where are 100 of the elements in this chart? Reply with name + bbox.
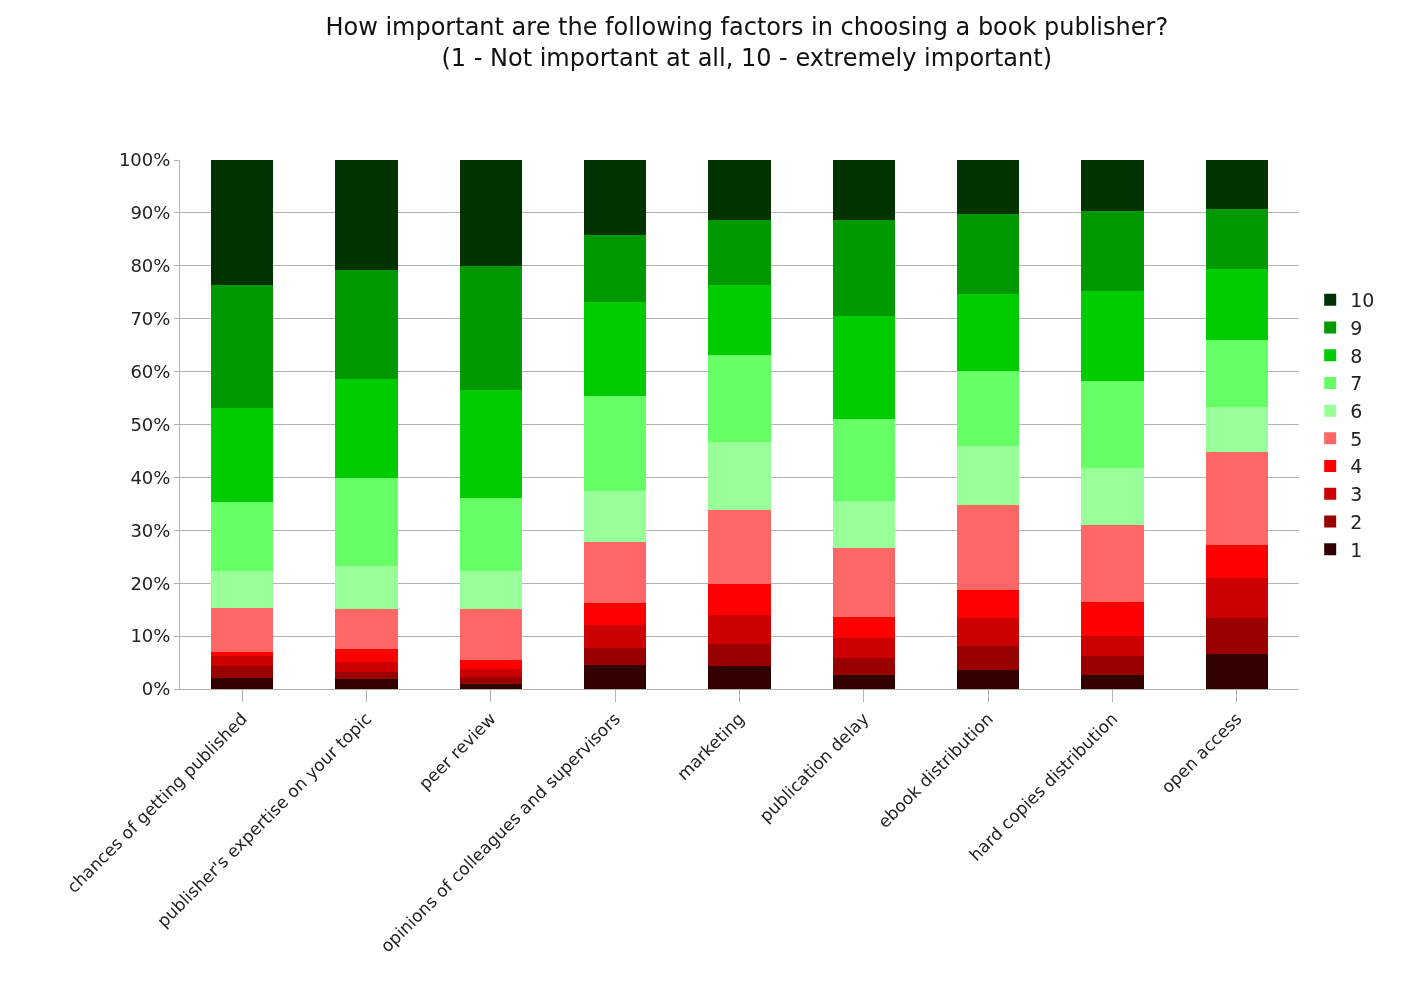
bar [335,609,398,650]
bar [211,656,274,667]
bar [957,294,1020,371]
legend-label: 3 [1350,483,1363,506]
bar [1205,209,1268,269]
bar [1081,674,1144,689]
bar [708,354,771,443]
bar [708,160,771,221]
y-tick-label: 30% [130,519,171,541]
bar [1081,525,1144,603]
bar [459,160,522,266]
bar [708,510,771,584]
bar [584,302,647,397]
bar [459,660,522,670]
bar [211,607,274,652]
bar [211,501,274,571]
bar [708,442,771,511]
y-tick-label: 20% [130,572,171,594]
bar [459,265,522,390]
legend-label: 5 [1350,427,1363,450]
bar [957,590,1020,618]
bar [211,677,274,689]
bar [1205,618,1268,654]
bar [957,370,1020,446]
bar [1081,602,1144,636]
bar [1205,340,1268,408]
bar [584,647,647,666]
bar [459,497,522,571]
bar [335,565,398,610]
legend-label: 8 [1350,344,1363,367]
bar [1081,467,1144,526]
bar [584,396,647,491]
bar [957,669,1020,689]
bar [1081,160,1144,211]
y-tick-label: 100% [118,149,171,171]
bar [832,637,895,659]
bar [459,684,522,689]
bar [1205,544,1268,579]
y-tick-label: 60% [130,360,171,382]
bar [1205,407,1268,453]
bar [335,160,398,270]
bar [832,501,895,549]
bar [584,160,647,235]
legend-label: 6 [1350,400,1363,423]
legend-label: 10 [1350,289,1375,312]
legend-label: 1 [1350,538,1363,561]
bar [957,504,1020,591]
legend-label: 4 [1350,455,1363,478]
bar [957,160,1020,215]
y-tick-label: 80% [130,255,171,277]
y-tick-label: 10% [130,625,171,647]
bar [584,541,647,604]
legend-label: 9 [1350,316,1363,339]
bar [211,666,274,678]
bar [1205,653,1268,689]
bar [459,389,522,498]
bar [1081,381,1144,468]
bar [832,675,895,689]
y-tick-label: 70% [130,308,171,329]
bar [832,316,895,420]
y-tick-label: 40% [130,466,171,488]
chart-title: How important are the following factors in choosing a book publisher? (1 - Not important at all, 10 - extremely important) [325,13,1169,73]
bar [957,617,1020,646]
bar [584,603,647,625]
bar [211,160,274,286]
bar [584,490,647,542]
bar [459,570,522,610]
bar [335,672,398,679]
bar [708,614,771,645]
bar [708,220,771,286]
bar [584,624,647,648]
legend-label: 7 [1350,372,1363,395]
bar [832,220,895,317]
y-tick-label: 50% [130,413,171,435]
bar [1205,160,1268,210]
bar [1205,578,1268,619]
bar [335,678,398,689]
y-tick-label: 90% [130,202,171,224]
bar [708,285,771,355]
bar [1081,210,1144,292]
bar [335,379,398,478]
bar [459,669,522,678]
bar [1205,452,1268,545]
bar [1205,268,1268,341]
bar [211,407,274,502]
bar [957,214,1020,295]
legend-label: 2 [1350,510,1363,533]
bar [708,644,771,667]
bar [1081,291,1144,382]
bar [832,616,895,638]
bar [335,662,398,673]
bar [708,666,771,689]
bar [211,285,274,408]
bar [708,583,771,615]
bar [459,677,522,685]
bar [832,419,895,502]
bar [832,548,895,617]
bar [957,645,1020,670]
bar [335,269,398,380]
bar [1081,656,1144,675]
